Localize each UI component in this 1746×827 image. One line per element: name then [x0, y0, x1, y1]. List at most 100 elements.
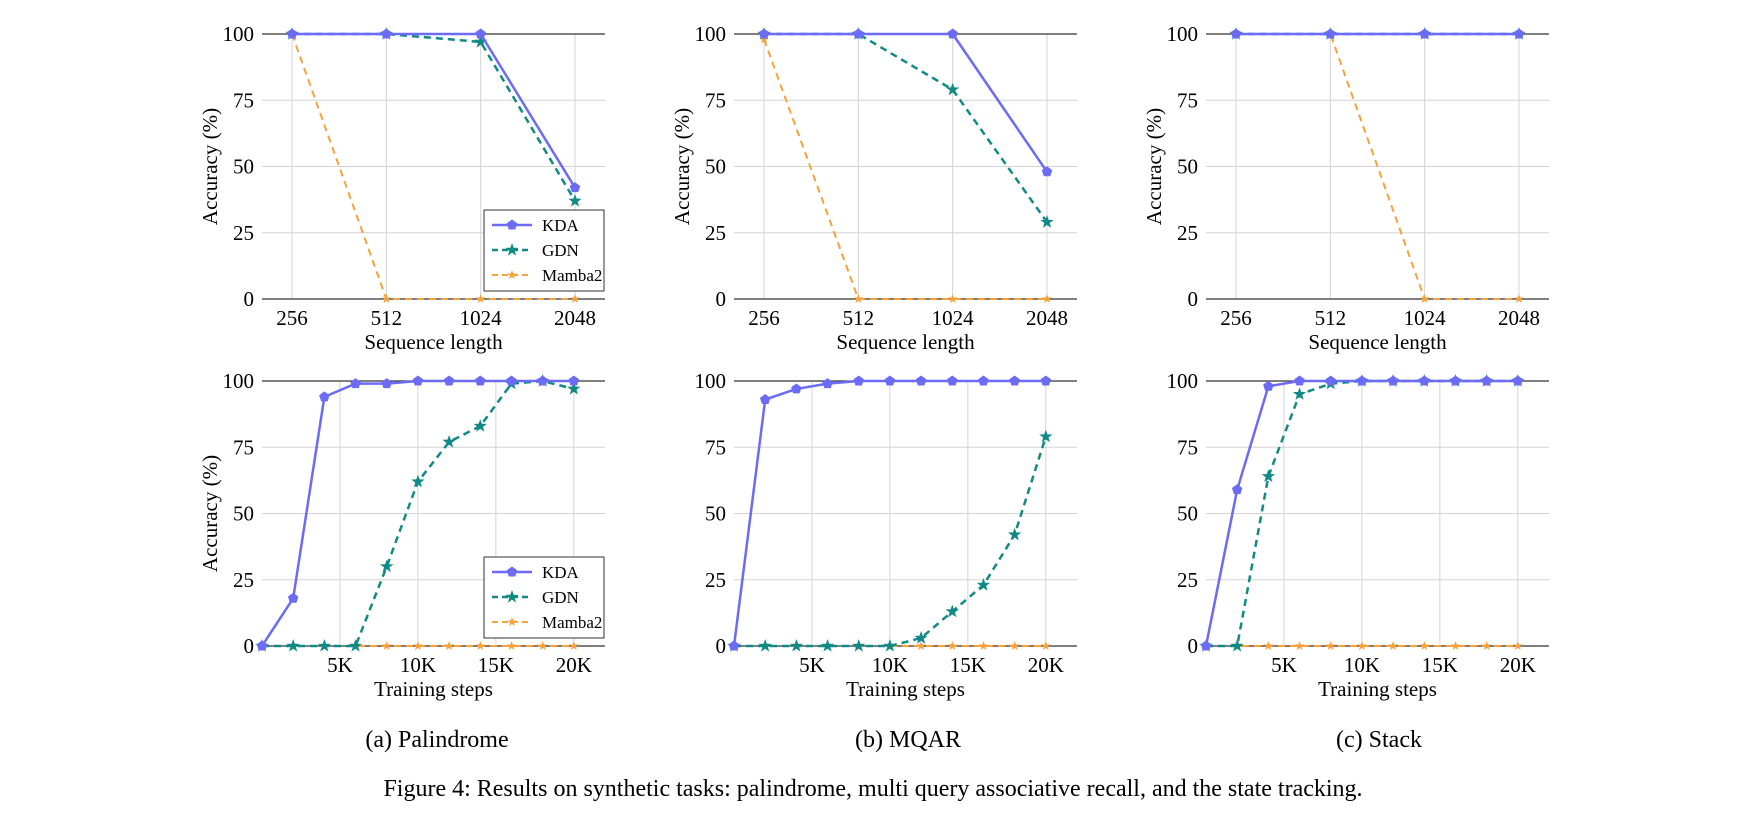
kda-marker	[475, 28, 486, 39]
kda-marker	[791, 383, 802, 394]
gdn-marker	[442, 434, 456, 448]
mamba2-marker	[569, 641, 579, 651]
kda-marker	[759, 394, 771, 404]
kda-marker	[978, 375, 989, 386]
y-tick-label: 100	[223, 22, 255, 46]
chart-5: 0 25 50 75 100 5K 10K 15K 20K Training steps	[695, 369, 1077, 701]
kda-marker	[1450, 375, 1461, 386]
kda-marker	[1513, 28, 1525, 39]
series-line-mamba2	[1236, 33, 1519, 300]
x-tick-label: 20K	[1028, 653, 1064, 677]
y-tick-label: 100	[695, 22, 727, 46]
kda-marker	[853, 28, 864, 39]
subcaption-mqar: (b) MQAR	[855, 727, 961, 753]
x-tick-label: 15K	[478, 653, 514, 677]
y-tick-label: 50	[1177, 155, 1198, 179]
y-tick-label: 0	[244, 287, 255, 311]
kda-marker	[287, 592, 299, 603]
mamba2-marker	[1419, 294, 1430, 304]
legend-label-kda: KDA	[542, 216, 580, 235]
chart-4: 0 25 50 75 100 5K 10K 15K 20K Training steps Accur…	[198, 369, 605, 701]
gdn-marker	[852, 639, 866, 652]
kda-marker	[1356, 375, 1368, 386]
gdn-marker	[567, 381, 581, 395]
mamba2-marker	[978, 641, 989, 651]
gdn-marker	[411, 474, 425, 488]
y-tick-label: 75	[1177, 88, 1198, 112]
mamba2-marker	[1009, 641, 1020, 651]
mamba2-marker	[1388, 641, 1398, 651]
mamba2-marker	[507, 617, 517, 627]
x-tick-label: 512	[1315, 306, 1347, 330]
x-tick-label: 256	[276, 306, 308, 330]
x-tick-label: 5K	[799, 653, 825, 677]
gdn-marker	[505, 590, 519, 603]
mamba2-marker	[413, 641, 423, 651]
gdn-marker	[505, 243, 519, 256]
mamba2-marker	[1481, 641, 1492, 651]
x-tick-label: 5K	[1271, 653, 1297, 677]
y-tick-label: 100	[1167, 22, 1199, 46]
x-axis-label: Sequence length	[1308, 330, 1447, 354]
mamba2-marker	[570, 294, 580, 304]
mamba2-marker	[1263, 641, 1274, 651]
kda-marker	[728, 640, 740, 651]
x-tick-label: 1024	[460, 306, 503, 330]
chart-3: 0 25 50 75 100 256 512 1024 2048 Sequence length A…	[1142, 22, 1549, 354]
kda-marker	[1200, 640, 1212, 651]
kda-marker	[350, 378, 361, 389]
y-tick-label: 25	[1177, 568, 1198, 592]
x-tick-label: 2048	[1026, 306, 1068, 330]
mamba2-marker	[475, 641, 486, 651]
figure-caption: Figure 4: Results on synthetic tasks: pa…	[383, 776, 1363, 802]
kda-marker	[884, 375, 896, 386]
x-axis-label: Training steps	[374, 677, 493, 701]
y-tick-label: 50	[705, 502, 726, 526]
kda-marker	[947, 375, 958, 386]
mamba2-marker	[1325, 641, 1336, 651]
mamba2-marker	[1357, 641, 1367, 651]
x-tick-label: 2048	[554, 306, 596, 330]
mamba2-marker	[1419, 641, 1430, 651]
chart-1: 0 25 50 75 100 256 512 1024 2048 Sequence length A…	[198, 22, 605, 354]
gdn-marker	[789, 639, 804, 652]
legend-label-mamba2: Mamba2	[542, 266, 602, 285]
series-line-mamba2	[291, 33, 575, 300]
y-tick-label: 50	[705, 155, 726, 179]
gdn-marker	[946, 82, 960, 96]
kda-marker	[1009, 375, 1020, 386]
y-axis-label: Accuracy (%)	[1142, 108, 1166, 225]
y-tick-label: 75	[705, 435, 726, 459]
gdn-marker	[1261, 469, 1276, 483]
y-tick-label: 75	[705, 88, 726, 112]
legend-label-gdn: GDN	[542, 241, 579, 260]
y-tick-label: 75	[1177, 435, 1198, 459]
subcaption-stack: (c) Stack	[1336, 727, 1422, 753]
x-tick-label: 15K	[950, 653, 986, 677]
kda-marker	[822, 378, 833, 389]
y-axis-label: Accuracy (%)	[670, 108, 694, 225]
kda-marker	[568, 375, 580, 386]
gdn-marker	[1040, 215, 1054, 228]
x-tick-label: 10K	[400, 653, 436, 677]
kda-marker	[412, 375, 424, 386]
kda-marker	[319, 391, 330, 402]
y-tick-label: 75	[233, 88, 254, 112]
kda-marker	[381, 378, 392, 389]
gdn-marker	[1007, 527, 1022, 541]
gdn-marker	[945, 604, 959, 618]
kda-marker	[1230, 28, 1242, 39]
kda-marker	[475, 375, 486, 386]
mamba2-marker	[475, 294, 486, 304]
series-line-mamba2	[763, 38, 1047, 300]
gdn-marker	[286, 639, 300, 652]
x-tick-label: 5K	[327, 653, 353, 677]
kda-marker	[1040, 375, 1052, 386]
mamba2-marker	[507, 270, 517, 280]
x-tick-label: 10K	[872, 653, 908, 677]
chart-2: 0 25 50 75 100 256 512 1024 2048 Sequence length A…	[670, 22, 1077, 354]
series-line-kda	[764, 32, 1049, 173]
y-axis-label: Accuracy (%)	[198, 455, 222, 572]
gdn-marker	[1039, 429, 1053, 443]
x-tick-label: 512	[843, 306, 875, 330]
